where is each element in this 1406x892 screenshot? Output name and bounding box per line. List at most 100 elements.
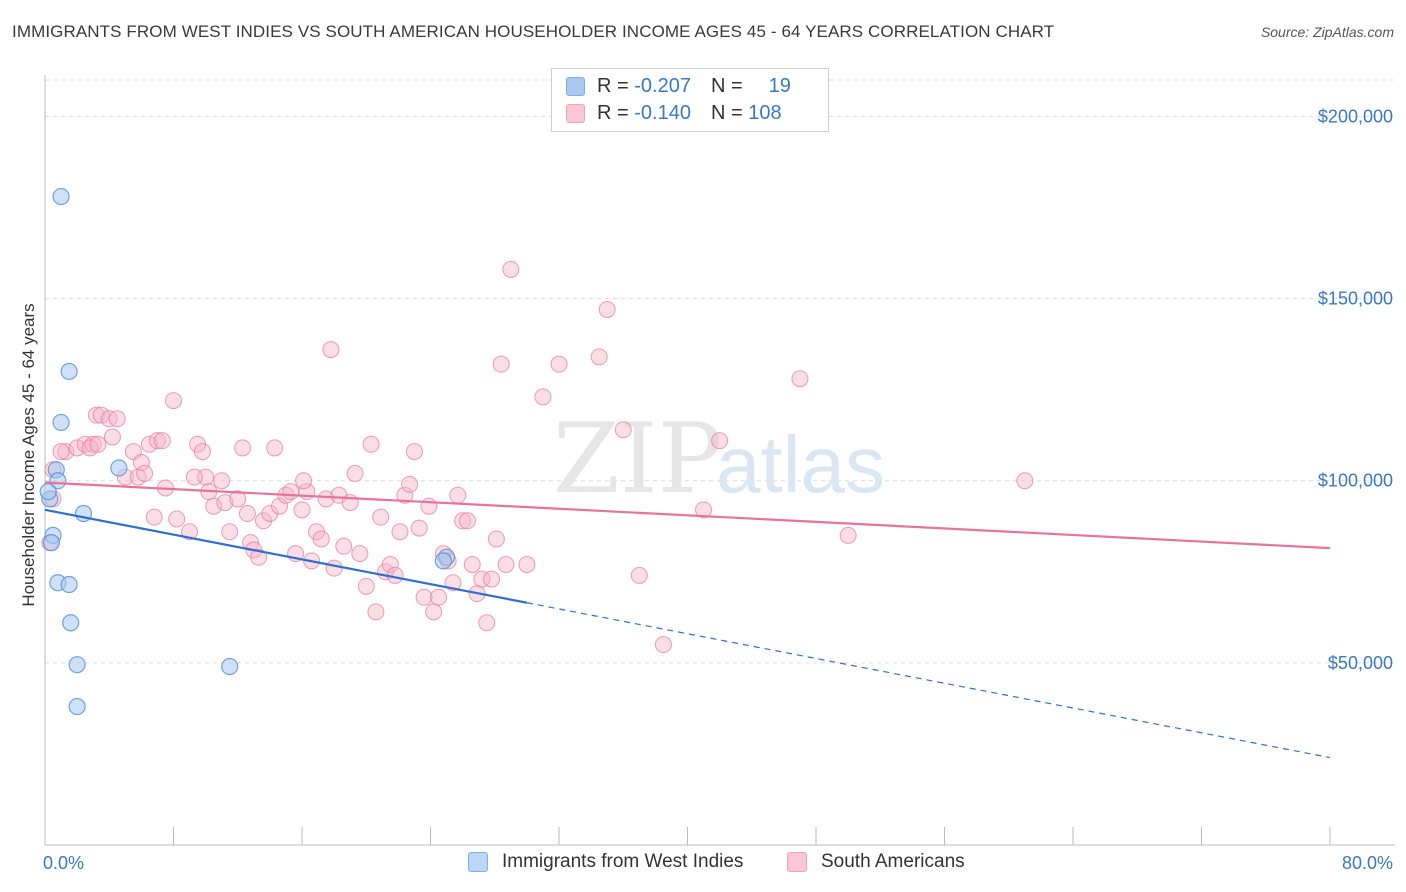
west-indies-point — [434, 552, 452, 570]
south-americans-point — [598, 301, 616, 318]
south-americans-point — [92, 406, 110, 424]
south-americans-point — [351, 545, 369, 563]
south-americans-point — [271, 497, 289, 515]
south-americans-point — [325, 559, 343, 577]
south-americans-point — [473, 570, 491, 588]
south-americans-point — [81, 439, 99, 457]
south-americans-point — [205, 497, 223, 515]
chart-title: IMMIGRANTS FROM WEST INDIES VS SOUTH AME… — [12, 22, 1055, 41]
south-americans-point — [396, 486, 414, 504]
watermark-zip: ZIP — [553, 403, 722, 515]
series-label-south-americans: South Americans — [821, 851, 965, 872]
south-americans-point — [261, 505, 279, 522]
west-indies-point — [52, 413, 70, 432]
south-americans-point — [213, 472, 231, 490]
legend-r-label: R = — [597, 101, 629, 124]
south-americans-point — [103, 428, 121, 446]
south-americans-point — [136, 464, 154, 482]
south-americans-point — [312, 530, 330, 548]
south-americans-point — [153, 432, 171, 450]
south-americans-point — [266, 439, 284, 457]
south-americans-point — [145, 508, 163, 526]
south-americans-point — [410, 519, 428, 537]
south-americans-point — [518, 556, 536, 573]
south-americans-point — [367, 603, 385, 621]
x-tick-label: 80.0% — [1342, 853, 1393, 873]
west-indies-point — [42, 534, 61, 552]
series-legend-west-indies: Immigrants from West Indies — [468, 851, 743, 873]
south-americans-point — [695, 501, 713, 519]
south-americans-point — [630, 566, 648, 584]
legend-row-south-americans: R = -0.140 N = 108 — [566, 101, 782, 125]
series-legend: Immigrants from West Indies South Americ… — [0, 851, 1406, 877]
south-americans-point — [148, 432, 166, 450]
south-americans-point — [317, 490, 335, 508]
south-americans-point — [87, 406, 105, 424]
south-americans-point — [454, 512, 472, 530]
south-americans-point — [550, 355, 568, 373]
south-americans-point — [357, 577, 375, 595]
west-indies-point — [60, 575, 78, 594]
legend-n-value: 108 — [748, 101, 782, 124]
axes — [44, 75, 1395, 846]
west-indies-point — [68, 697, 86, 716]
west-indies-point — [68, 656, 86, 674]
south-americans-point — [140, 435, 158, 453]
west-indies-point — [60, 362, 78, 381]
south-americans-point — [52, 443, 70, 461]
south-americans-point — [463, 556, 481, 573]
legend-swatch-south-americans — [566, 103, 585, 123]
series-label-west-indies: Immigrants from West Indies — [502, 851, 744, 872]
south-americans-point — [478, 614, 496, 632]
south-americans-point — [405, 443, 423, 461]
south-americans-point — [590, 348, 608, 366]
south-americans-point — [430, 588, 448, 606]
y-axis-title: Householder Income Ages 45 - 64 years — [19, 303, 38, 606]
south-americans-point — [168, 510, 186, 528]
south-americans-point — [250, 548, 268, 566]
south-americans-point — [791, 370, 809, 388]
y-tick-label: $150,000 — [1318, 289, 1393, 309]
x-tick-label: 0.0% — [43, 853, 84, 873]
south-americans-point — [89, 435, 107, 453]
series-swatch-west-indies — [468, 852, 488, 872]
south-americans-point — [254, 512, 272, 530]
south-americans-point — [458, 512, 476, 530]
west-indies-point — [110, 459, 128, 477]
south-americans-point — [221, 523, 239, 541]
south-americans-point — [108, 410, 126, 428]
west-indies-point — [49, 472, 67, 490]
south-americans-point — [487, 530, 505, 548]
west-indies-point — [52, 187, 70, 206]
south-americans-point — [654, 636, 672, 654]
south-americans-point — [234, 439, 252, 457]
west-indies-point — [62, 614, 80, 632]
south-americans-point — [614, 421, 632, 439]
south-americans-point — [193, 443, 211, 461]
south-americans-point — [57, 443, 75, 461]
correlation-legend: R = -0.207 N = 19 R = -0.140 N = 108 — [551, 68, 829, 132]
south-americans-point — [335, 537, 353, 555]
south-americans-point — [229, 490, 247, 508]
watermark-atlas: atlas — [716, 420, 885, 509]
west-indies-point — [39, 483, 57, 501]
legend-row-west-indies: R = -0.207 N = 19 — [566, 74, 791, 98]
y-tick-label: $200,000 — [1318, 106, 1393, 126]
west-indies-points — [39, 187, 456, 716]
south-americans-point — [346, 464, 364, 482]
chart-source: Source: ZipAtlas.com — [1260, 24, 1394, 40]
south-americans-point — [181, 523, 199, 541]
legend-n-label: N = — [710, 74, 743, 97]
legend-swatch-west-indies — [566, 76, 585, 96]
south-americans-point — [381, 556, 399, 573]
south-americans-point — [322, 341, 340, 359]
south-americans-point — [449, 486, 467, 504]
south-americans-point — [68, 439, 86, 457]
south-americans-point — [502, 260, 520, 278]
south-americans-point — [185, 468, 203, 486]
y-tick-label: $50,000 — [1328, 653, 1393, 673]
south-americans-point — [839, 526, 857, 544]
south-americans-point — [425, 603, 443, 621]
south-americans-point — [362, 435, 380, 453]
